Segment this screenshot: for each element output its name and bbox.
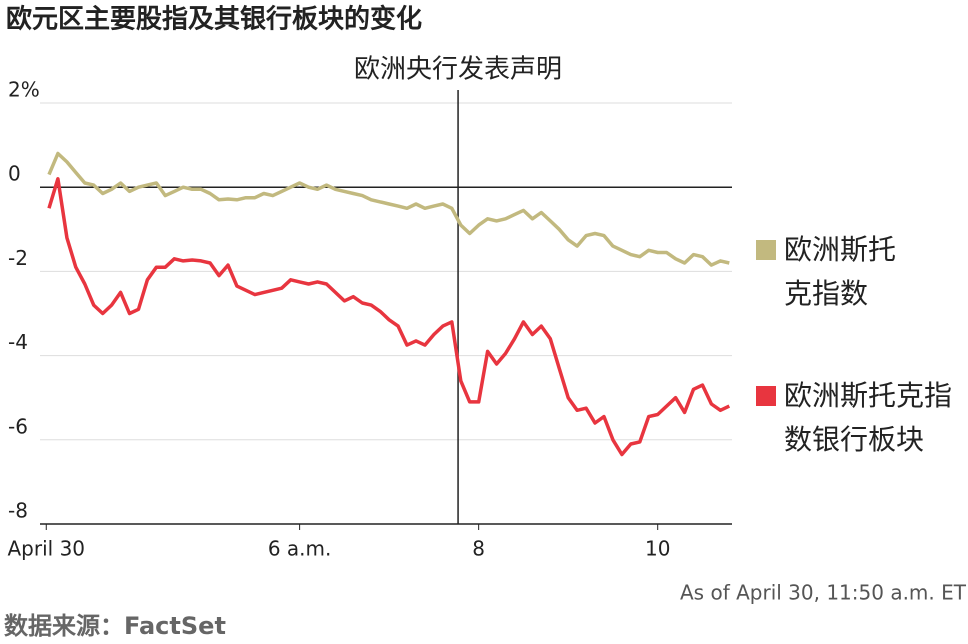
x-tick-label: 8 [472,537,485,561]
legend-label: 欧洲斯托克指数 [784,233,897,310]
x-tick-label: 6 a.m. [268,537,332,561]
annotation: 欧洲央行发表声明 [354,55,562,85]
x-tick-label: 10 [645,537,670,561]
legend-swatch [756,386,776,406]
chart-title: 欧元区主要股指及其银行板块的变化 [6,4,422,35]
series-line [47,177,731,457]
x-tick-label: April 30 [8,537,86,561]
y-tick-label: -8 [8,499,28,523]
legend-item: 欧洲斯托克指数 [756,228,914,316]
series-line [47,151,730,267]
legend-label: 欧洲斯托克指数银行板块 [784,379,953,456]
legend-item: 欧洲斯托克指数银行板块 [756,374,968,462]
y-tick-label: -4 [8,330,28,354]
note: As of April 30, 11:50 a.m. ET [680,581,967,605]
y-tick-label: 2% [8,78,40,102]
y-tick-label: 0 [8,162,21,186]
legend-swatch [756,240,776,260]
y-tick-label: -6 [8,414,28,438]
y-tick-label: -2 [8,246,28,270]
source: 数据来源：FactSet [4,612,226,640]
